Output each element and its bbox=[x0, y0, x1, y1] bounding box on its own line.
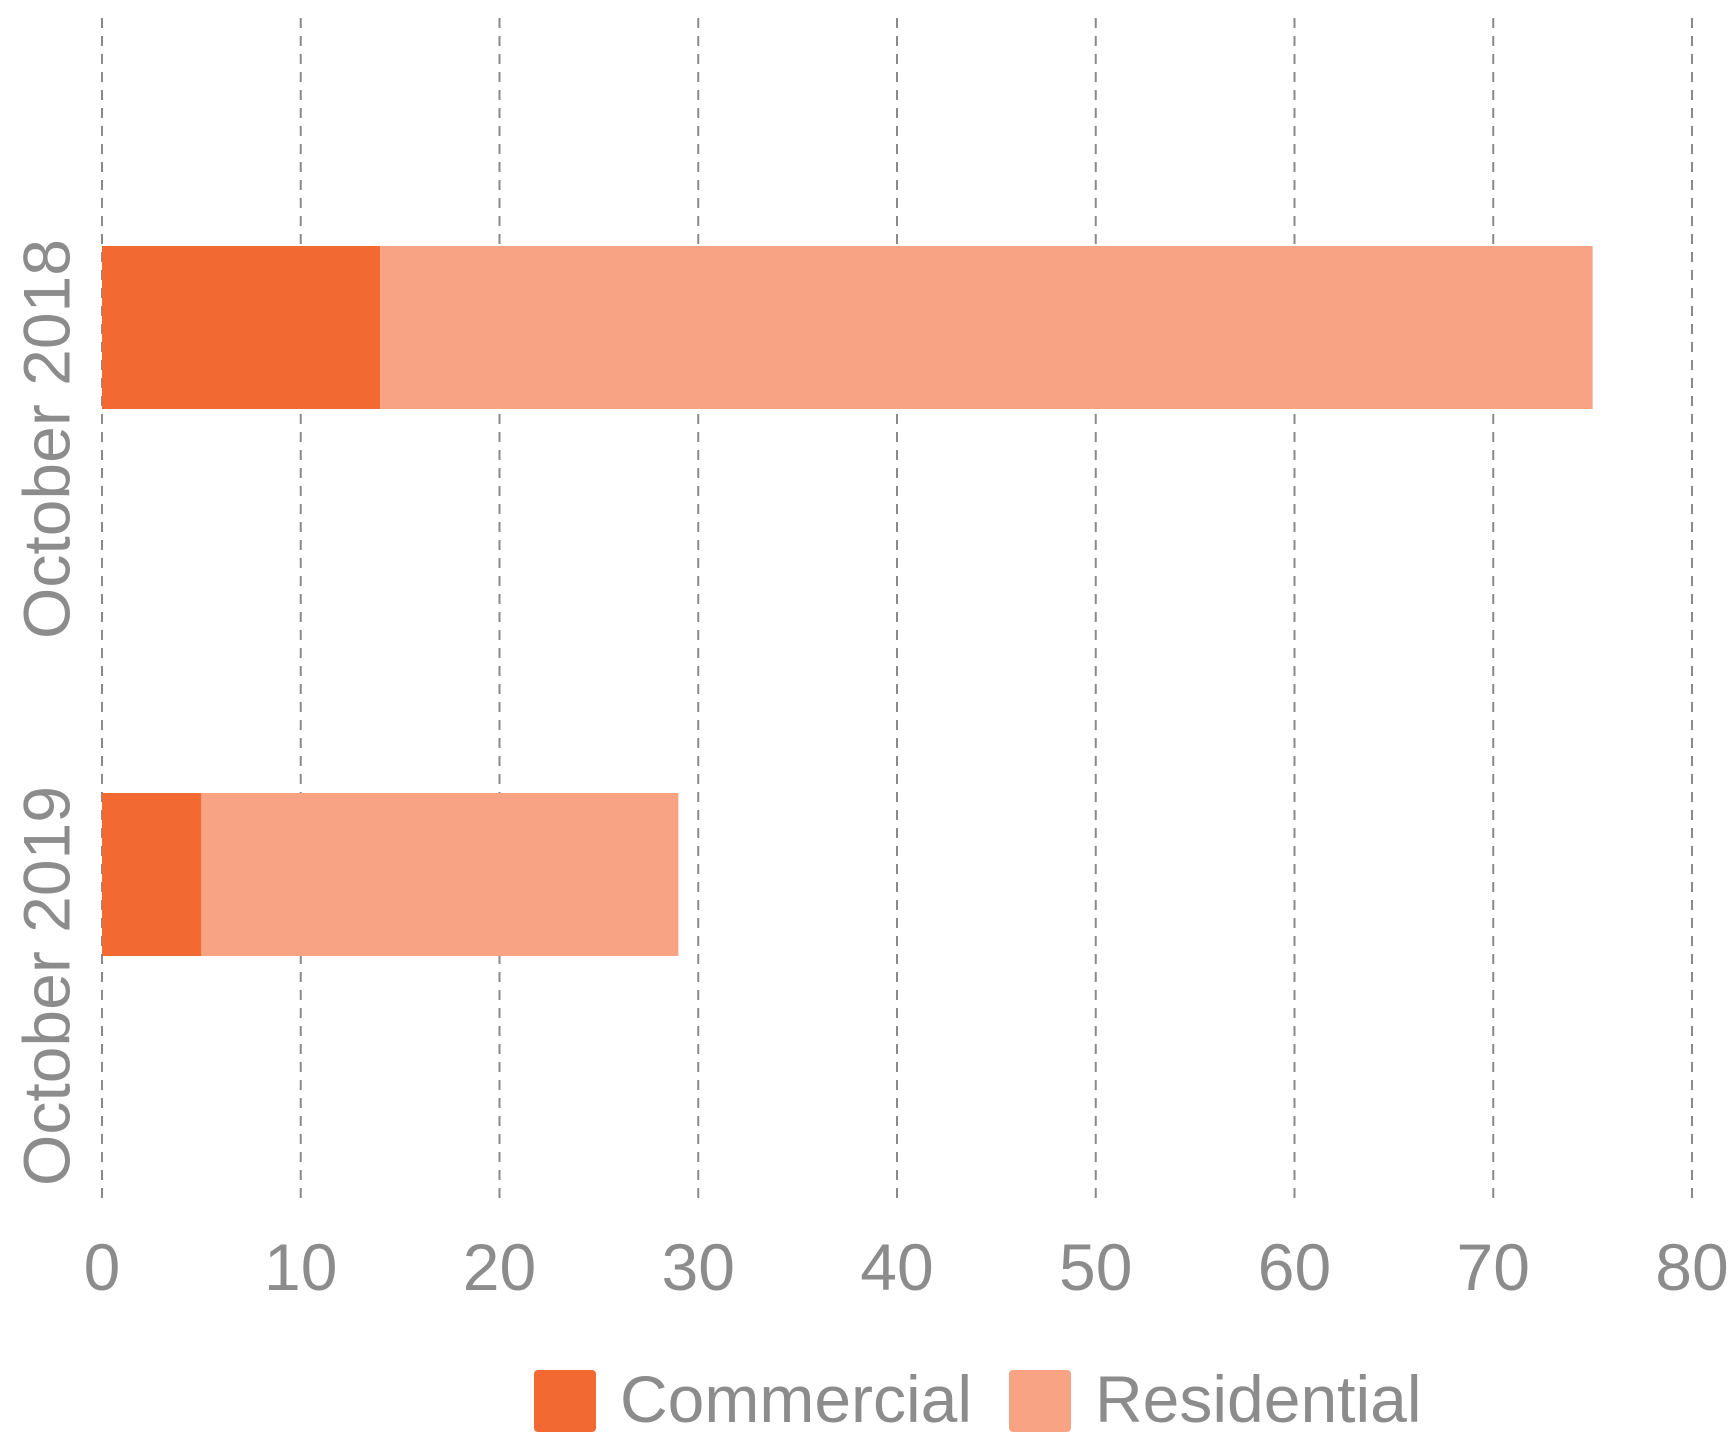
bar-residential-1 bbox=[380, 246, 1593, 409]
legend-swatch-residential bbox=[1009, 1370, 1071, 1432]
x-tick-label-60: 60 bbox=[1258, 1230, 1331, 1304]
x-tick-label-30: 30 bbox=[662, 1230, 735, 1304]
bar-residential-2 bbox=[201, 793, 679, 956]
bar-commercial-2 bbox=[102, 793, 202, 956]
x-tick-label-40: 40 bbox=[860, 1230, 933, 1304]
x-tick-label-70: 70 bbox=[1457, 1230, 1530, 1304]
category-label-2: October 2019 bbox=[9, 786, 83, 1186]
x-tick-label-10: 10 bbox=[264, 1230, 337, 1304]
legend-swatch-commercial bbox=[534, 1370, 596, 1432]
legend-label-commercial: Commercial bbox=[620, 1362, 972, 1434]
x-tick-label-0: 0 bbox=[84, 1230, 121, 1304]
x-tick-label-50: 50 bbox=[1059, 1230, 1132, 1304]
category-labels: October 2018 October 2019 bbox=[9, 239, 83, 1186]
x-tick-label-20: 20 bbox=[463, 1230, 536, 1304]
x-axis-tick-labels: 0 10 20 30 40 50 60 70 80 bbox=[84, 1230, 1729, 1304]
category-label-1: October 2018 bbox=[9, 239, 83, 639]
legend: Commercial Residential bbox=[534, 1362, 1422, 1434]
legend-label-residential: Residential bbox=[1095, 1362, 1422, 1434]
gridlines bbox=[101, 18, 1693, 1198]
bar-commercial-1 bbox=[102, 246, 381, 409]
bars bbox=[102, 246, 1593, 956]
x-tick-label-80: 80 bbox=[1655, 1230, 1728, 1304]
